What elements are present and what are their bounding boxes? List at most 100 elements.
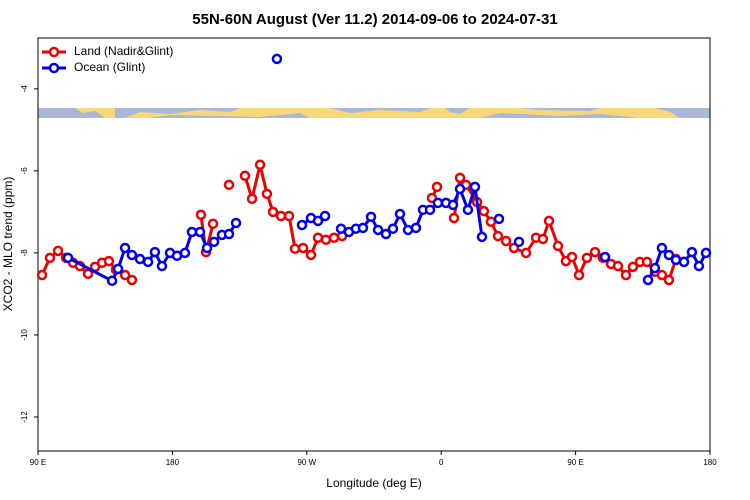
data-point <box>620 269 632 281</box>
data-point <box>380 228 392 240</box>
data-point <box>663 274 675 286</box>
legend-label: Ocean (Glint) <box>74 60 145 74</box>
data-point <box>700 247 712 259</box>
x-tick-label: 180 <box>703 458 717 467</box>
data-point <box>296 219 308 231</box>
data-point <box>552 240 564 252</box>
data-point <box>134 253 146 265</box>
data-point <box>254 159 266 170</box>
data-point <box>454 172 466 184</box>
data-point <box>431 181 443 193</box>
data-point <box>612 260 624 272</box>
data-point <box>119 269 131 281</box>
data-point <box>62 252 74 264</box>
data-point <box>208 236 220 248</box>
data-point <box>454 183 466 195</box>
data-point <box>469 181 481 193</box>
data-point <box>223 228 235 240</box>
map-strip <box>38 108 710 118</box>
data-point <box>394 208 406 220</box>
data-point <box>678 256 690 268</box>
data-point <box>186 226 198 238</box>
data-point <box>670 254 682 266</box>
data-point <box>478 205 490 217</box>
data-point <box>656 269 668 281</box>
data-point <box>641 256 653 268</box>
data-point <box>305 249 317 261</box>
data-point <box>142 256 154 268</box>
data-point <box>312 215 324 227</box>
data-point <box>201 242 213 254</box>
legend-marker <box>48 46 60 58</box>
data-point <box>462 204 474 216</box>
data-point <box>642 274 654 286</box>
data-point <box>543 215 555 227</box>
data-point <box>448 212 460 224</box>
data-point <box>573 269 585 281</box>
data-point <box>297 242 309 254</box>
data-point <box>485 216 497 227</box>
data-point <box>656 242 668 254</box>
legend: Land (Nadir&Glint) Ocean (Glint) <box>42 44 173 74</box>
chart-title: 55N-60N August (Ver 11.2) 2014-09-06 to … <box>192 11 557 28</box>
data-point <box>686 246 698 258</box>
data-point <box>267 206 279 218</box>
x-tick-label: 90 E <box>567 458 583 467</box>
data-point <box>179 247 191 259</box>
data-point <box>365 211 377 223</box>
data-point <box>424 204 436 216</box>
data-point <box>275 210 287 222</box>
data-point <box>432 197 444 209</box>
data-point <box>649 262 661 274</box>
x-tick-label: 90 W <box>297 458 316 467</box>
data-point <box>223 179 235 191</box>
data-point <box>149 246 161 258</box>
data-point <box>328 232 340 243</box>
y-tick-label: -6 <box>20 167 29 175</box>
y-tick-label: -4 <box>20 85 29 93</box>
data-point <box>537 233 549 245</box>
data-point <box>513 236 525 248</box>
data-point <box>581 252 593 264</box>
data-point <box>106 275 118 287</box>
data-point <box>194 226 206 238</box>
data-point <box>500 235 512 247</box>
data-point <box>246 193 258 205</box>
y-tick-label: -10 <box>20 329 29 341</box>
data-point <box>663 249 675 261</box>
data-point <box>493 213 505 225</box>
data-point <box>320 234 332 246</box>
y-axis-label: XCO2 - MLO trend (ppm) <box>1 177 15 312</box>
data-point <box>112 263 124 275</box>
data-point <box>103 255 115 267</box>
data-point <box>36 269 48 281</box>
data-point <box>261 188 273 200</box>
data-point <box>207 218 219 230</box>
data-point <box>239 170 251 182</box>
x-tick-label: 90 E <box>30 458 46 467</box>
x-tick-label: 0 <box>439 458 444 467</box>
x-tick-label: 180 <box>166 458 180 467</box>
data-point <box>230 217 242 229</box>
data-point <box>476 231 488 243</box>
data-point <box>447 199 459 211</box>
data-point <box>44 252 56 264</box>
data-point <box>357 222 369 234</box>
data-point <box>283 210 295 222</box>
data-point <box>52 245 64 257</box>
legend-marker <box>48 62 60 74</box>
data-point <box>410 222 422 234</box>
y-tick-label: -12 <box>20 411 29 423</box>
data-point <box>693 260 705 272</box>
data-point <box>195 209 207 221</box>
data-point <box>520 247 532 259</box>
data-point <box>599 251 611 263</box>
data-point <box>492 230 504 242</box>
data-point <box>156 260 168 272</box>
data-point <box>627 261 639 273</box>
y-tick-label: -8 <box>20 249 29 257</box>
data-point <box>271 53 283 65</box>
data-point <box>589 246 601 258</box>
legend-label: Land (Nadir&Glint) <box>74 44 173 58</box>
